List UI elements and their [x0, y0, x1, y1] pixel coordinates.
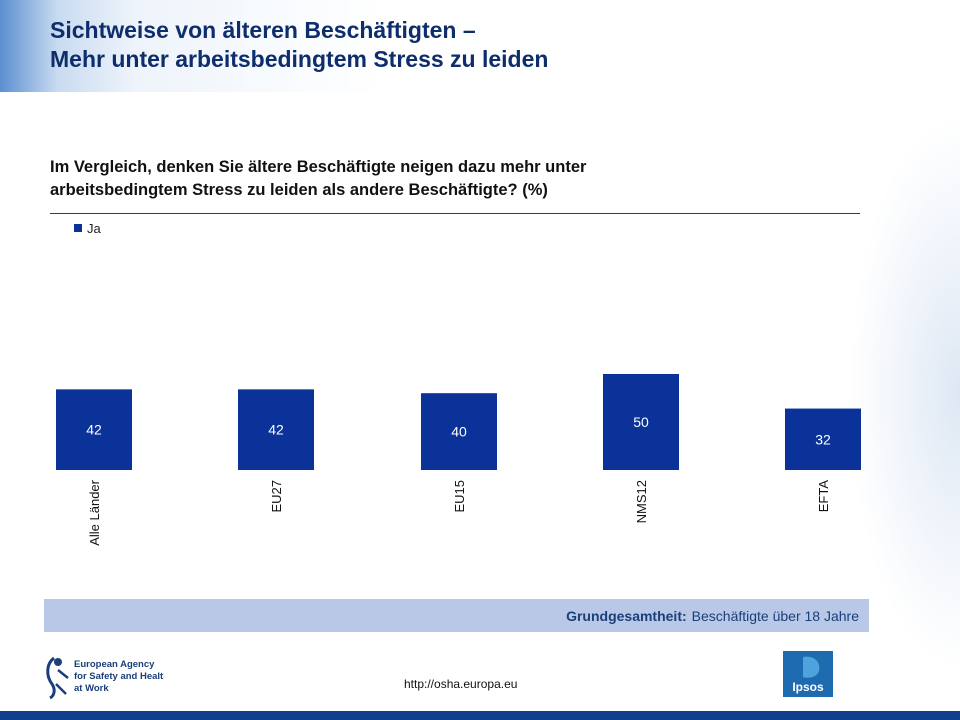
x-tick-label-nms12: NMS12	[634, 480, 649, 523]
page-title: Sichtweise von älteren Beschäftigten – M…	[50, 16, 548, 74]
bar-eu27	[238, 389, 314, 470]
osha-logo-limbs	[55, 669, 69, 695]
source-label: Grundgesamtheit:	[566, 607, 687, 624]
data-label-eu27: 42	[268, 422, 284, 438]
title-line-1: Sichtweise von älteren Beschäftigten –	[50, 17, 476, 43]
legend-swatch-ja	[74, 224, 82, 232]
source-text: Beschäftigte über 18 Jahre	[691, 607, 859, 624]
bottom-bar	[0, 711, 960, 720]
x-tick-label-eu27: EU27	[269, 480, 284, 513]
osha-logo-figure	[46, 656, 56, 700]
background-swoosh	[840, 92, 960, 692]
chart-question: Im Vergleich, denken Sie ältere Beschäft…	[50, 156, 830, 202]
footer-url-link[interactable]: http://osha.europa.eu	[404, 677, 518, 691]
osha-logo-head	[54, 658, 62, 666]
data-label-eu15: 40	[451, 424, 467, 440]
x-tick-label-efta: EFTA	[816, 480, 831, 513]
bar-eu15	[421, 393, 497, 470]
ipsos-logo-text: Ipsos	[792, 680, 824, 694]
bar-alle-l-nder	[56, 389, 132, 470]
header-band	[0, 0, 960, 92]
osha-logo: European Agency for Safety and Health at…	[46, 656, 164, 700]
title-line-2: Mehr unter arbeitsbedingtem Stress zu le…	[50, 46, 549, 72]
x-tick-label-eu15: EU15	[452, 480, 467, 513]
osha-logo-text-1: European Agency	[74, 659, 155, 670]
chart-legend: Ja	[74, 220, 101, 236]
ipsos-logo: Ipsos	[783, 651, 833, 697]
legend-label-ja: Ja	[87, 220, 101, 236]
divider-rule	[50, 213, 860, 214]
osha-logo-text-2: for Safety and Health	[74, 671, 164, 682]
ipsos-logo-shape	[803, 656, 820, 678]
bar-nms12	[603, 374, 679, 470]
question-line-2: arbeitsbedingtem Stress zu leiden als an…	[50, 181, 548, 199]
data-label-nms12: 50	[633, 414, 649, 430]
data-label-efta: 32	[815, 431, 831, 447]
x-tick-label-alle-l-nder: Alle Länder	[87, 479, 102, 545]
source-bar: Grundgesamtheit: Beschäftigte über 18 Ja…	[44, 599, 869, 632]
osha-logo-text-3: at Work	[74, 683, 109, 694]
question-line-1: Im Vergleich, denken Sie ältere Beschäft…	[50, 158, 587, 176]
data-label-alle-l-nder: 42	[86, 422, 102, 438]
bar-chart: 42 Alle Länder 42 EU27 40 EU15 50 NMS12 32 EFTA	[56, 374, 861, 546]
bar-efta	[785, 408, 861, 470]
